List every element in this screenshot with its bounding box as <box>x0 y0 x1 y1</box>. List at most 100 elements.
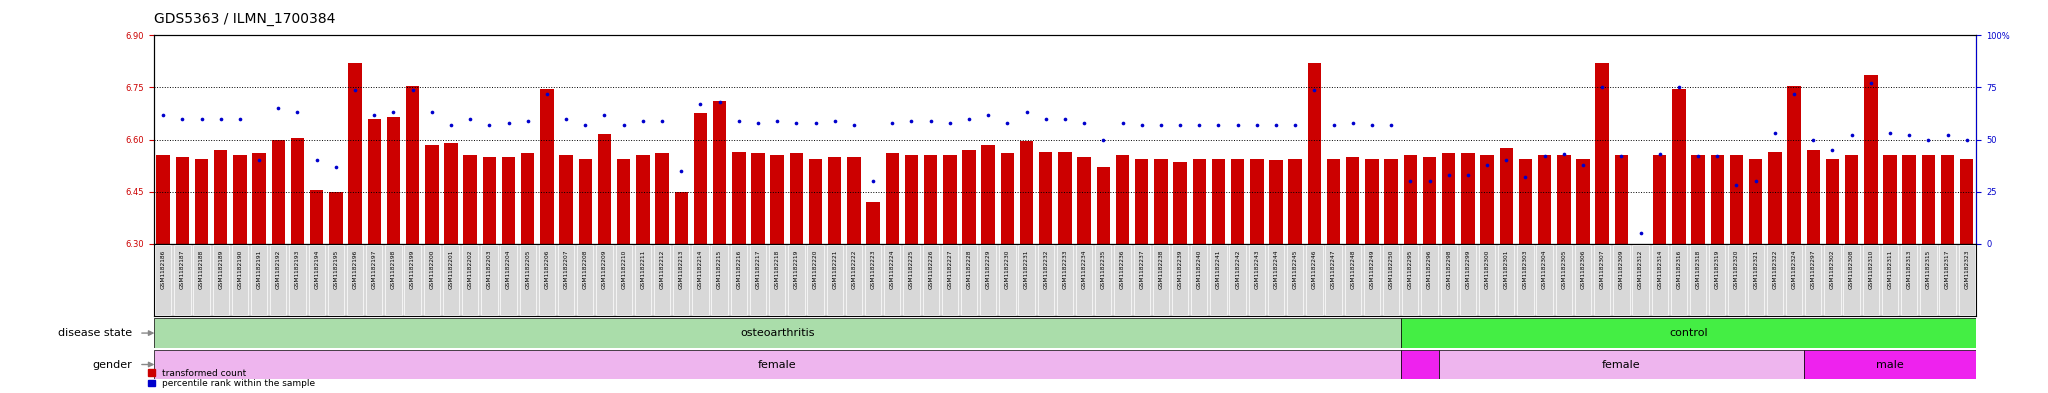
Bar <box>1614 245 1630 315</box>
Bar <box>1481 155 1493 244</box>
Point <box>1759 130 1792 136</box>
Point <box>1817 147 1849 153</box>
Text: GSM1182313: GSM1182313 <box>1907 250 1911 289</box>
Bar <box>1499 148 1513 244</box>
Text: disease state: disease state <box>57 328 131 338</box>
Bar <box>711 245 727 315</box>
Text: GSM1182307: GSM1182307 <box>1599 250 1606 289</box>
Text: GSM1182197: GSM1182197 <box>373 250 377 289</box>
Point <box>856 178 889 184</box>
Bar <box>1366 159 1378 244</box>
Text: GSM1182233: GSM1182233 <box>1063 250 1067 289</box>
Bar <box>1038 152 1053 244</box>
Text: female: female <box>758 360 797 369</box>
Point <box>934 120 967 126</box>
Point <box>1202 122 1235 128</box>
Point <box>1778 90 1810 97</box>
Bar <box>1825 245 1841 315</box>
Point <box>184 116 217 122</box>
Text: GSM1182296: GSM1182296 <box>1427 250 1432 289</box>
Bar <box>1384 159 1399 244</box>
Bar <box>1249 159 1264 244</box>
Text: GSM1182244: GSM1182244 <box>1274 250 1278 289</box>
Text: GSM1182304: GSM1182304 <box>1542 250 1546 289</box>
Bar <box>1153 245 1169 315</box>
Text: GSM1182321: GSM1182321 <box>1753 250 1757 289</box>
Bar <box>981 145 995 244</box>
Bar <box>215 150 227 244</box>
Text: GSM1182218: GSM1182218 <box>774 250 780 289</box>
Point <box>434 122 467 128</box>
Text: GSM1182220: GSM1182220 <box>813 250 817 289</box>
Bar <box>424 245 440 315</box>
Bar <box>1442 153 1456 244</box>
Bar <box>1921 245 1937 315</box>
Point <box>492 120 524 126</box>
Bar <box>289 245 305 315</box>
Point <box>416 109 449 116</box>
Point <box>723 118 756 124</box>
Text: GSM1182231: GSM1182231 <box>1024 250 1028 289</box>
Bar <box>1210 245 1227 315</box>
Bar <box>1133 245 1149 315</box>
Bar <box>598 134 610 244</box>
Bar <box>1710 245 1726 315</box>
Bar <box>1882 245 1898 315</box>
Point <box>1298 86 1331 93</box>
Text: GSM1182247: GSM1182247 <box>1331 250 1335 289</box>
Text: GSM1182207: GSM1182207 <box>563 250 569 289</box>
Text: GSM1182302: GSM1182302 <box>1831 250 1835 289</box>
Point <box>1470 162 1503 168</box>
Text: GSM1182240: GSM1182240 <box>1196 250 1202 289</box>
Text: GSM1182223: GSM1182223 <box>870 250 877 289</box>
Bar <box>387 117 399 244</box>
Bar <box>1497 245 1513 315</box>
Bar <box>1403 245 1419 315</box>
Text: GSM1182320: GSM1182320 <box>1735 250 1739 289</box>
Text: GSM1182238: GSM1182238 <box>1159 250 1163 289</box>
Bar <box>328 245 344 315</box>
Bar <box>1001 153 1014 244</box>
Bar <box>1270 160 1282 244</box>
Bar <box>1346 157 1360 244</box>
Point <box>1184 122 1217 128</box>
Point <box>319 163 352 170</box>
Text: GSM1182198: GSM1182198 <box>391 250 395 289</box>
Text: GSM1182208: GSM1182208 <box>584 250 588 289</box>
Text: GSM1182215: GSM1182215 <box>717 250 723 289</box>
Text: GSM1182239: GSM1182239 <box>1178 250 1182 289</box>
Bar <box>1440 245 1456 315</box>
Point <box>301 157 334 163</box>
Text: GSM1182228: GSM1182228 <box>967 250 971 289</box>
Point <box>1681 153 1714 159</box>
Bar <box>270 245 287 315</box>
Point <box>147 111 180 118</box>
Point <box>1567 162 1599 168</box>
Text: GSM1182192: GSM1182192 <box>276 250 281 289</box>
Point <box>1067 120 1100 126</box>
Point <box>799 120 831 126</box>
Bar <box>539 245 555 315</box>
Text: GSM1182227: GSM1182227 <box>948 250 952 289</box>
Point <box>627 118 659 124</box>
Text: GSM1182318: GSM1182318 <box>1696 250 1700 289</box>
Bar <box>637 155 649 244</box>
Text: GSM1182188: GSM1182188 <box>199 250 205 289</box>
Bar <box>885 245 901 315</box>
Bar <box>674 245 690 315</box>
Text: GSM1182295: GSM1182295 <box>1407 250 1413 289</box>
Bar <box>1401 350 1440 379</box>
Bar <box>1057 245 1073 315</box>
Bar <box>694 114 707 244</box>
Text: GSM1182305: GSM1182305 <box>1561 250 1567 289</box>
Bar <box>942 245 958 315</box>
Bar <box>963 150 975 244</box>
Bar <box>768 245 784 315</box>
Point <box>1663 84 1696 90</box>
Bar <box>1307 245 1323 315</box>
Bar <box>559 155 573 244</box>
Bar <box>500 245 516 315</box>
Text: GSM1182212: GSM1182212 <box>659 250 664 289</box>
Bar <box>309 245 326 315</box>
Text: GSM1182309: GSM1182309 <box>1618 250 1624 289</box>
